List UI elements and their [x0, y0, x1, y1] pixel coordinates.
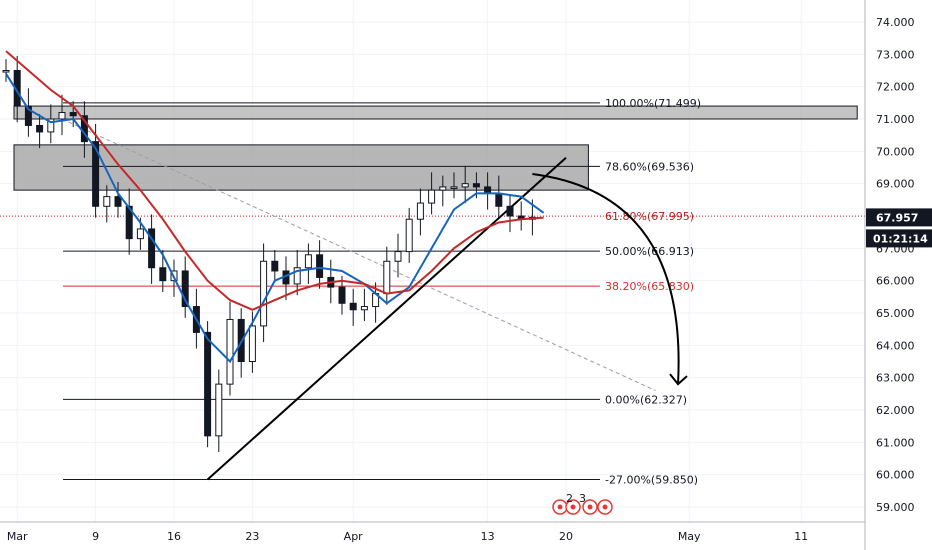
x-tick-label: May [678, 530, 701, 543]
event-dot [570, 504, 576, 510]
candle-body [394, 251, 402, 262]
candle-body [349, 302, 357, 311]
candle-body [103, 196, 111, 207]
fib-label: 38.20%(65.830) [605, 280, 694, 293]
projection-arrow [532, 172, 688, 386]
candle-body [428, 189, 436, 204]
x-tick-label: 23 [245, 530, 259, 543]
candle-body [260, 260, 268, 327]
fib-label: 100.00%(71.499) [605, 97, 701, 110]
support-trendline [206, 157, 567, 481]
fib-label: -27.00%(59.850) [605, 474, 698, 487]
candle-body [159, 267, 167, 282]
candle-body [125, 205, 133, 240]
y-tick-label: 73.000 [876, 48, 915, 61]
candle-body [148, 228, 156, 269]
y-tick-label: 74.000 [876, 16, 915, 29]
candle-body [92, 141, 100, 207]
candle-body [383, 260, 391, 295]
candle-body [405, 218, 413, 253]
candle-body [226, 318, 234, 385]
candle-body [450, 186, 458, 189]
fibonacci-levels: 100.00%(71.499) 78.60%(69.536) 61.80%(67.9… [0, 97, 865, 487]
candle-body [36, 124, 44, 133]
zone-rect [13, 105, 858, 120]
candle-body [215, 383, 223, 437]
event-dot [557, 504, 563, 510]
candle-body [495, 192, 503, 207]
x-tick-label: Apr [344, 530, 364, 543]
candle-body [472, 183, 480, 188]
y-tick-label: 66.000 [876, 275, 915, 288]
y-tick-label: 60.000 [876, 469, 915, 482]
y-tick-label: 70.000 [876, 145, 915, 158]
y-tick-label: 61.000 [876, 436, 915, 449]
candle-body [293, 267, 301, 285]
price-badges: 67.957 01:21:14 [866, 208, 932, 248]
candle-body [271, 260, 279, 272]
event-count: 3 [579, 492, 586, 505]
ema_slow-line [5, 50, 544, 311]
y-tick-label: 64.000 [876, 339, 915, 352]
candle-body [181, 270, 189, 308]
x-axis[interactable]: Mar 9 16 23 Apr 13 20 May 11 [7, 530, 808, 543]
current-price-badge [866, 208, 932, 227]
countdown-badge [866, 229, 932, 248]
y-axis[interactable]: 74.00073.00072.00071.00070.00069.00068.0… [876, 16, 915, 514]
candle-body [24, 105, 32, 126]
candle-body [136, 228, 144, 240]
ema_fast-line [5, 73, 545, 364]
arrow-head [669, 373, 688, 386]
candle-body [69, 112, 77, 117]
x-tick-label: 13 [481, 530, 495, 543]
candle-body [114, 196, 122, 207]
candle-body [506, 205, 514, 217]
candle-body [248, 325, 256, 362]
y-tick-label: 63.000 [876, 372, 915, 385]
event-dot [602, 504, 608, 510]
y-tick-label: 62.000 [876, 404, 915, 417]
x-tick-label: Mar [7, 530, 28, 543]
plot-area [0, 0, 865, 522]
candle-body [484, 186, 492, 194]
y-tick-label: 65.000 [876, 307, 915, 320]
candle-body [2, 70, 10, 73]
x-tick-label: 11 [794, 530, 808, 543]
x-tick-label: 9 [92, 530, 99, 543]
candle-body [58, 112, 66, 120]
candle-body [416, 202, 424, 220]
fib-label: 61.80%(67.995) [605, 210, 694, 223]
fib-label: 0.00%(62.327) [605, 393, 687, 406]
candle-body [316, 254, 324, 278]
trendlines [61, 118, 656, 481]
countdown-label: 01:21:14 [873, 232, 928, 245]
candle-body [461, 183, 469, 188]
candle-body [360, 306, 368, 311]
y-tick-label: 72.000 [876, 81, 915, 94]
dashed-trendline [61, 118, 656, 392]
fib-label: 50.00%(66.913) [605, 245, 694, 258]
candle-body [204, 331, 212, 437]
zone-rect [13, 144, 589, 191]
event-dot [587, 504, 593, 510]
event-count: 2 [566, 492, 573, 505]
candle-body [338, 286, 346, 304]
moving-averages [5, 50, 545, 364]
x-tick-label: 20 [559, 530, 573, 543]
x-tick-label: 16 [167, 530, 181, 543]
current-price-label: 67.957 [876, 211, 918, 224]
y-tick-label: 71.000 [876, 113, 915, 126]
y-tick-label: 69.000 [876, 178, 915, 191]
candle-body [439, 186, 447, 191]
y-tick-label: 59.000 [876, 501, 915, 514]
arrow-curve [532, 172, 680, 385]
candle-body [47, 118, 55, 133]
fib-label: 78.60%(69.536) [605, 160, 694, 173]
candle-body [304, 254, 312, 269]
